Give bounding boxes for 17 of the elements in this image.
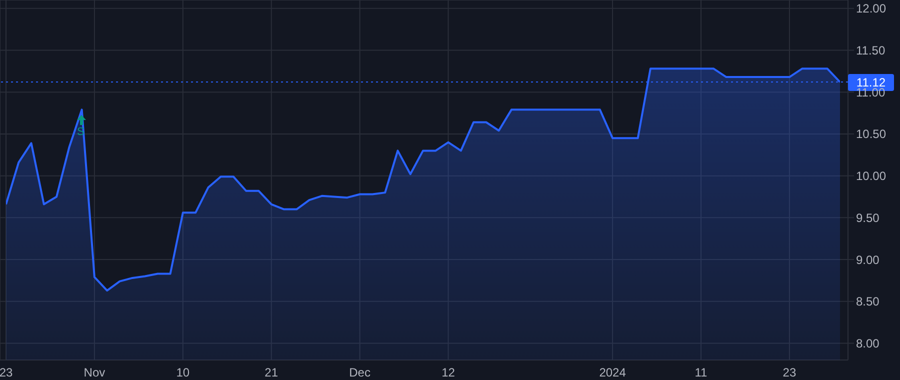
x-tick-label: 23	[0, 366, 13, 380]
x-tick-label: 12	[442, 366, 456, 380]
y-tick-label: 10.50	[856, 127, 886, 142]
y-tick-label: 11.50	[856, 43, 886, 58]
y-tick-label: 12.00	[856, 2, 886, 16]
y-tick-label: 9.00	[856, 252, 880, 267]
x-tick-label: 11	[694, 366, 708, 380]
x-tick-label: Nov	[84, 366, 106, 380]
x-tick-label: 23	[782, 366, 796, 380]
x-tick-label: 21	[264, 366, 278, 380]
x-tick-label: Dec	[349, 366, 370, 380]
x-tick-label: 10	[176, 366, 190, 380]
y-tick-label: 9.50	[856, 210, 880, 225]
y-tick-label: 10.00	[856, 169, 886, 184]
x-tick-label: 2024	[599, 366, 626, 380]
y-tick-label: 8.50	[856, 294, 880, 309]
y-tick-label: 8.00	[856, 336, 880, 351]
